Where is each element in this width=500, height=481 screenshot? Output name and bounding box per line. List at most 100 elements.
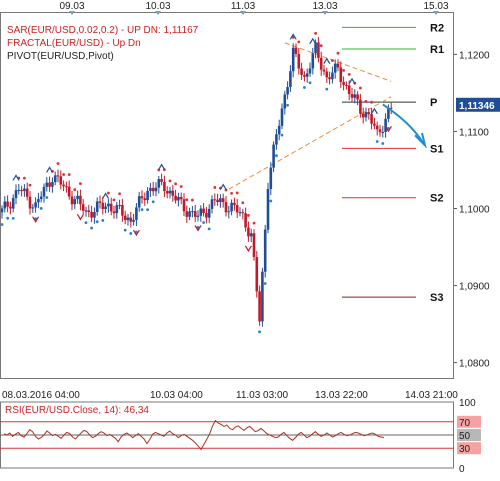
candle-body [70, 196, 74, 205]
candle-body [98, 201, 102, 203]
candle-body [364, 112, 368, 118]
candle-body [387, 107, 390, 119]
candle-body [76, 195, 79, 200]
candle-body [118, 205, 121, 207]
forecast-arrow-head [414, 132, 427, 149]
fractal-up-arrow [289, 33, 297, 40]
candle-body [0, 208, 4, 213]
sar-dot [370, 100, 373, 104]
candle-body [221, 198, 225, 203]
candle-body [37, 199, 40, 203]
sar-dot [297, 40, 301, 44]
candle-body [205, 213, 208, 218]
sar-dot [56, 162, 60, 165]
candle-body [129, 217, 133, 222]
sar-dot [179, 185, 183, 188]
sar-dot [213, 186, 217, 189]
candle-body [193, 211, 197, 217]
sar-dot [90, 226, 93, 230]
sar-dot [28, 183, 32, 187]
candle-body [230, 202, 233, 212]
candle-body [233, 202, 236, 206]
candle-body [247, 227, 250, 237]
sar-dot [224, 188, 228, 192]
candle-body [39, 196, 43, 200]
sar-dot [112, 198, 116, 202]
fractal-up-arrow [348, 77, 356, 85]
support-trendline [228, 96, 392, 190]
pivot-legend: PIVOT(EUR/USD,Pivot) [7, 51, 114, 62]
candle-body [342, 82, 345, 85]
candle-body [361, 113, 365, 118]
candle-body [104, 206, 107, 210]
candle-body [34, 202, 37, 208]
fractal-down-arrow [194, 225, 202, 232]
candle-body [109, 203, 113, 212]
candle-body [367, 112, 371, 115]
fractal-up-arrow [46, 166, 54, 173]
bottom-date-label: 13.03 22:00 [315, 390, 368, 401]
candle-body [157, 179, 161, 188]
candle-body [311, 53, 315, 69]
fractal-down-arrow [32, 216, 40, 223]
sar-dot [269, 199, 273, 203]
candle-body [165, 191, 169, 194]
sar-dot [359, 86, 362, 90]
rsi-tick-badge [457, 429, 481, 441]
sar-dot [275, 154, 278, 158]
candle-body [95, 201, 99, 213]
sar-dot [263, 282, 267, 285]
fractal-up-arrow [309, 37, 317, 45]
candle-body [45, 182, 49, 187]
candle-body [135, 207, 138, 220]
candle-body [9, 206, 12, 209]
sar-dot [325, 87, 329, 91]
candle-body [359, 99, 362, 114]
candle-body [241, 212, 245, 214]
candle-body [283, 94, 287, 109]
bottom-date-label: 14.03 21:00 [405, 390, 458, 401]
candle-body [303, 74, 306, 77]
candle-body [339, 67, 343, 83]
fractal-up-arrow [102, 192, 110, 199]
candle-body [305, 73, 309, 77]
top-date-label: 13.03 [312, 1, 337, 12]
pivot-label-s3: S3 [430, 292, 443, 304]
sar-dot [151, 200, 155, 204]
candle-body [188, 211, 191, 217]
sar-dot [174, 182, 178, 186]
candle-body [25, 188, 29, 197]
top-date-label: 15.03 [423, 1, 448, 12]
candle-body [353, 94, 357, 98]
candle-body [308, 68, 312, 74]
candle-body [23, 188, 26, 192]
sar-dot [123, 228, 127, 232]
candle-body [378, 129, 382, 133]
fractal-up-arrow [370, 107, 378, 115]
candle-body [143, 198, 147, 201]
rsi-tick-badge [457, 442, 481, 455]
candle-body [79, 195, 82, 205]
candle-body [207, 208, 211, 218]
candle-body [31, 207, 35, 209]
candle-body [375, 125, 379, 130]
candle-body [291, 47, 295, 72]
candle-body [269, 167, 273, 189]
candle-body [317, 42, 320, 58]
candle-body [238, 212, 242, 214]
candle-body [333, 63, 337, 73]
sar-dot [118, 192, 121, 196]
price-tick-label: 1,1200 [459, 50, 490, 61]
current-price-badge [456, 97, 500, 112]
candle-body [163, 181, 166, 192]
sar-legend: SAR(EUR/USD,0.02,0.2) - UP DN: 1,11167 [7, 25, 199, 36]
candle-body [93, 212, 96, 218]
candle-body [297, 53, 301, 69]
candle-body [17, 190, 21, 192]
sar-dot [23, 176, 26, 180]
candle-body [263, 229, 267, 272]
candle-body [196, 215, 200, 217]
candle-body [255, 256, 259, 292]
sar-dot [101, 219, 105, 222]
candle-body [202, 208, 205, 214]
